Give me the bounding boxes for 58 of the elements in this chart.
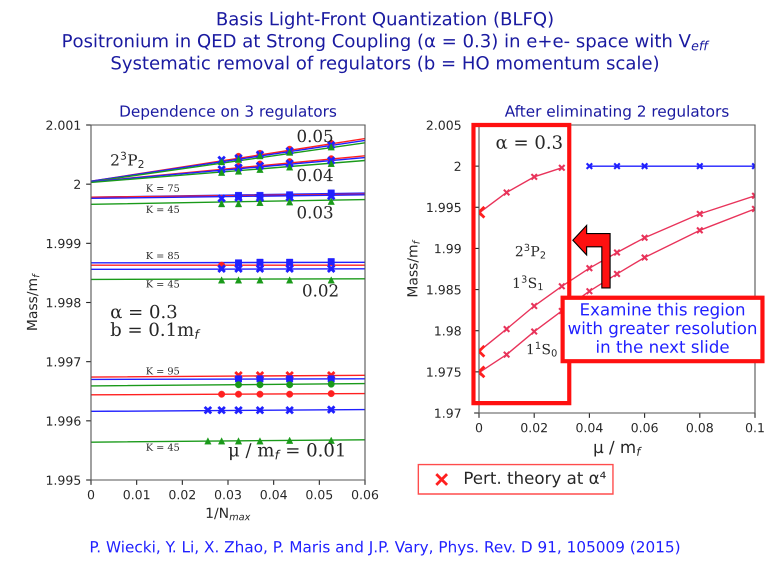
x-tick-label: 0.1 — [746, 422, 764, 432]
text: P. Wiecki, Y. Li, X. Zhao, P. Maris and J.P. Vary, Phys. Rev. D 91, 105009 (2015) — [90, 540, 680, 556]
x-tick-label: 0.01 — [124, 490, 150, 500]
annotation: 1$^{1}$S$_{0}$ — [528, 342, 557, 357]
x-axis-title: 1/N$_{max}$ — [206, 508, 250, 520]
x-tick-label: 0.06 — [352, 490, 378, 500]
annotation: μ / m$_{f}$ = 0.01 — [228, 443, 344, 460]
annotation: 0.04 — [298, 168, 333, 182]
y-tick-label: 1.995 — [427, 202, 461, 212]
x-tick-label: 0.02 — [169, 490, 195, 500]
x-tick-label: 0.05 — [306, 490, 332, 500]
annotation: K = 75 — [146, 184, 180, 192]
text: Basis Light-Front Quantization (BLFQ) — [218, 12, 553, 30]
y-tick-label: 1.985 — [427, 285, 461, 294]
x-tick-label: 0.03 — [214, 490, 241, 500]
annotation: K = 45 — [146, 280, 180, 288]
annotation: 0.05 — [298, 130, 332, 142]
annotation: 2$^{3}$P$_{2}$ — [516, 244, 546, 259]
legend-label: Pert. theory at α⁴ — [464, 471, 606, 488]
x-tick-label: 0.04 — [576, 422, 603, 432]
x-tick-label: 0.06 — [632, 422, 658, 432]
y-tick-label: 2 — [74, 180, 80, 189]
y-tick-label: 1.975 — [427, 367, 461, 377]
annotation: b = 0.1m$_{f}$ — [110, 322, 200, 339]
y-tick-label: 1.997 — [46, 357, 80, 367]
x-tick-label: 0 — [476, 422, 482, 432]
y-axis-title: Mass/m$_{f}$ — [407, 240, 420, 296]
text: Systematic removal of regulators (b = HO momentum scale) — [112, 56, 658, 74]
annotation: K = 45 — [146, 206, 180, 214]
annotation: 0.03 — [298, 206, 332, 219]
y-tick-label: 1.98 — [435, 326, 461, 336]
y-tick-label: 1.999 — [46, 238, 80, 248]
x-axis-title: μ / m$_{f}$ — [594, 440, 642, 456]
y-axis-title: Mass/m$_{f}$ — [26, 273, 40, 330]
annotation: α = 0.3 — [496, 135, 562, 149]
text: Positronium in QED at Strong Coupling (α = 0.3) in e+e- space with V$_{eff}$ — [63, 34, 710, 52]
annotation: 2$^{3}$P$_{2}$ — [111, 152, 144, 168]
annotation: 0.02 — [303, 284, 338, 297]
y-tick-label: 2.005 — [426, 120, 461, 130]
annotation: K = 45 — [146, 444, 180, 451]
y-tick-label: 1.99 — [435, 244, 461, 254]
chart-title: After eliminating 2 regulators — [504, 105, 729, 120]
annotation: K = 95 — [146, 367, 180, 375]
y-tick-label: 2 — [454, 162, 460, 171]
x-tick-label: 0 — [88, 490, 94, 500]
y-tick-label: 1.97 — [435, 408, 461, 418]
annotation: K = 85 — [146, 252, 180, 260]
chart-title: Dependence on 3 regulators — [120, 105, 336, 120]
y-tick-label: 1.996 — [46, 416, 80, 426]
x-tick-label: 0.02 — [521, 422, 547, 432]
x-tick-label: 0.04 — [260, 490, 287, 500]
annotation: 1$^{3}$S$_{1}$ — [514, 275, 543, 290]
annotation: α = 0.3 — [111, 304, 176, 318]
y-tick-label: 2.001 — [46, 120, 80, 130]
y-tick-label: 1.995 — [46, 475, 80, 485]
x-tick-label: 0.08 — [686, 422, 713, 432]
y-tick-label: 1.998 — [46, 298, 80, 308]
annotation: Examine this region with greater resolution in the next slide — [568, 302, 756, 353]
